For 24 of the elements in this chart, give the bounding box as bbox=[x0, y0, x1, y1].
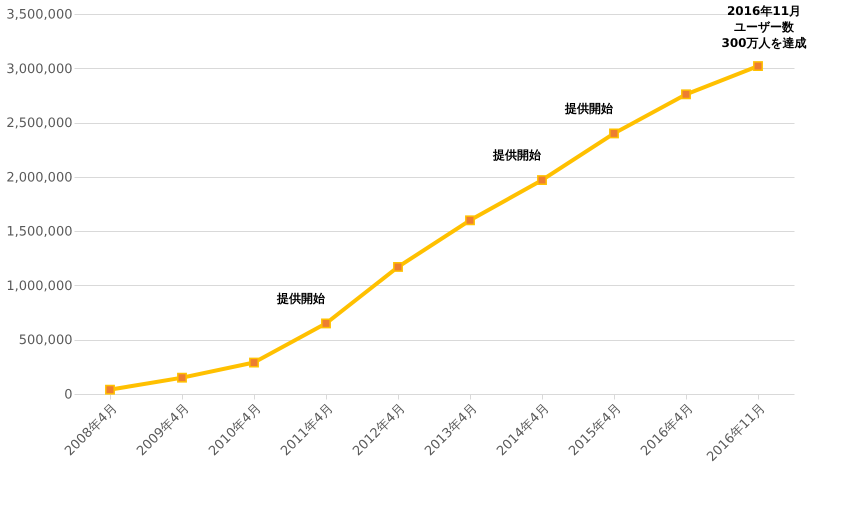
y-tick-label: 500,000 bbox=[18, 333, 72, 348]
y-tick-label: 1,000,000 bbox=[6, 278, 72, 294]
point bbox=[609, 128, 619, 138]
y-tick-label: 2,500,000 bbox=[6, 116, 72, 132]
annotation: 提供開始 bbox=[276, 291, 326, 306]
y-tick-label: 0 bbox=[64, 388, 72, 402]
y-tick-label: 2,000,000 bbox=[6, 170, 72, 186]
point bbox=[753, 61, 763, 72]
point bbox=[249, 358, 259, 368]
point bbox=[177, 372, 187, 383]
y-tick-label: 1,500,000 bbox=[6, 224, 72, 240]
annotation: 提供開始 bbox=[564, 101, 614, 116]
point bbox=[321, 318, 331, 328]
annotation: ユーザー数 bbox=[734, 20, 795, 34]
y-tick-label: 3,000,000 bbox=[6, 62, 72, 77]
point bbox=[465, 215, 475, 226]
point bbox=[393, 262, 403, 272]
annotation: 提供開始 bbox=[492, 148, 542, 162]
point bbox=[105, 384, 115, 395]
annotation: 2016年11月 bbox=[726, 4, 802, 18]
point bbox=[681, 89, 691, 100]
annotation: 300万人を達成 bbox=[721, 36, 807, 50]
y-tick-label: 3,500,000 bbox=[6, 8, 72, 22]
point bbox=[537, 175, 547, 186]
